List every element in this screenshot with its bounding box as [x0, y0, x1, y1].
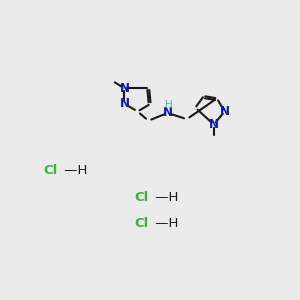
Text: N: N [119, 97, 130, 110]
Text: Cl: Cl [134, 191, 148, 204]
Text: N: N [163, 106, 172, 119]
Text: N: N [209, 118, 219, 131]
Text: Cl: Cl [134, 217, 148, 230]
Text: N: N [220, 105, 230, 118]
Text: —H: —H [60, 164, 87, 177]
Text: Cl: Cl [43, 164, 58, 177]
Text: N: N [119, 82, 130, 95]
Text: —H: —H [151, 191, 178, 204]
Text: —H: —H [151, 217, 178, 230]
Text: H: H [165, 100, 173, 110]
